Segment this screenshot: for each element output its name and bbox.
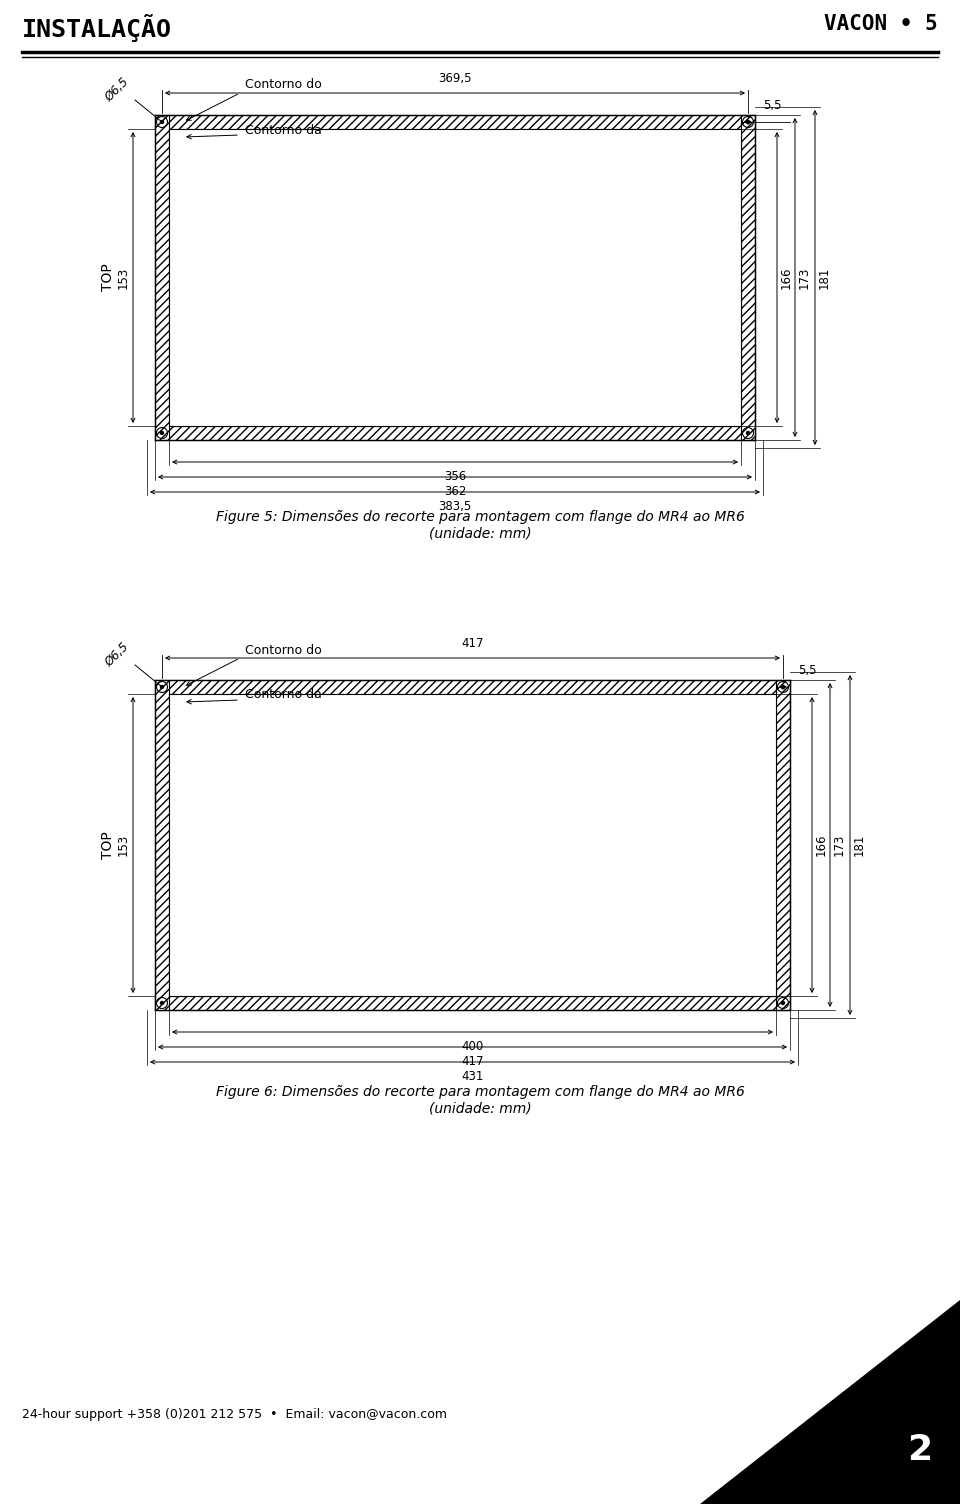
Circle shape (781, 686, 784, 689)
Text: Contorno do: Contorno do (245, 644, 322, 657)
Circle shape (747, 120, 750, 123)
Bar (155, 114, 755, 129)
Text: 417: 417 (461, 1054, 484, 1068)
Text: 400: 400 (462, 1039, 484, 1053)
Text: 5,5: 5,5 (763, 99, 781, 111)
Text: Figure 5: Dimensões do recorte para montagem com flange do MR4 ao MR6
(unidade: : Figure 5: Dimensões do recorte para mont… (216, 510, 744, 540)
Text: 166: 166 (815, 833, 828, 856)
Circle shape (160, 432, 163, 435)
Text: 5,5: 5,5 (798, 663, 817, 677)
Text: INSTALAÇÃO: INSTALAÇÃO (22, 14, 172, 42)
Text: Contorno do: Contorno do (245, 78, 322, 92)
Text: 356: 356 (444, 469, 467, 483)
Text: Ø6,5: Ø6,5 (103, 75, 132, 104)
Text: 431: 431 (462, 1069, 484, 1083)
Text: 173: 173 (798, 266, 811, 289)
Bar (155, 680, 790, 693)
Bar (741, 114, 755, 441)
Polygon shape (700, 1299, 960, 1504)
Circle shape (747, 432, 750, 435)
Text: Contorno da: Contorno da (245, 123, 322, 137)
Circle shape (160, 120, 163, 123)
Text: TOP: TOP (101, 832, 115, 859)
Circle shape (781, 1002, 784, 1005)
Text: Contorno da: Contorno da (245, 689, 322, 701)
Circle shape (160, 1002, 163, 1005)
Text: TOP: TOP (101, 263, 115, 292)
Bar (155, 426, 755, 441)
Bar (169, 129, 741, 426)
Text: 2: 2 (907, 1433, 932, 1466)
Text: Figure 6: Dimensões do recorte para montagem com flange do MR4 ao MR6
(unidade: : Figure 6: Dimensões do recorte para mont… (216, 1084, 744, 1114)
Bar (155, 114, 169, 441)
Text: 383,5: 383,5 (439, 499, 471, 513)
Bar (155, 996, 790, 1011)
Text: 417: 417 (461, 638, 484, 650)
Text: 153: 153 (117, 833, 130, 856)
Text: Ø6,5: Ø6,5 (103, 641, 132, 669)
Text: 181: 181 (853, 833, 866, 856)
Text: VACON • 5: VACON • 5 (825, 14, 938, 35)
Bar (155, 680, 169, 1011)
Bar (169, 693, 776, 996)
Text: 181: 181 (818, 266, 831, 289)
Text: 166: 166 (780, 266, 793, 289)
Text: 369,5: 369,5 (439, 72, 471, 86)
Text: 362: 362 (444, 484, 467, 498)
Text: 153: 153 (117, 266, 130, 289)
Text: 24-hour support +358 (0)201 212 575  •  Email: vacon@vacon.com: 24-hour support +358 (0)201 212 575 • Em… (22, 1408, 447, 1421)
Circle shape (160, 686, 163, 689)
Text: 173: 173 (833, 833, 846, 856)
Bar (776, 680, 790, 1011)
